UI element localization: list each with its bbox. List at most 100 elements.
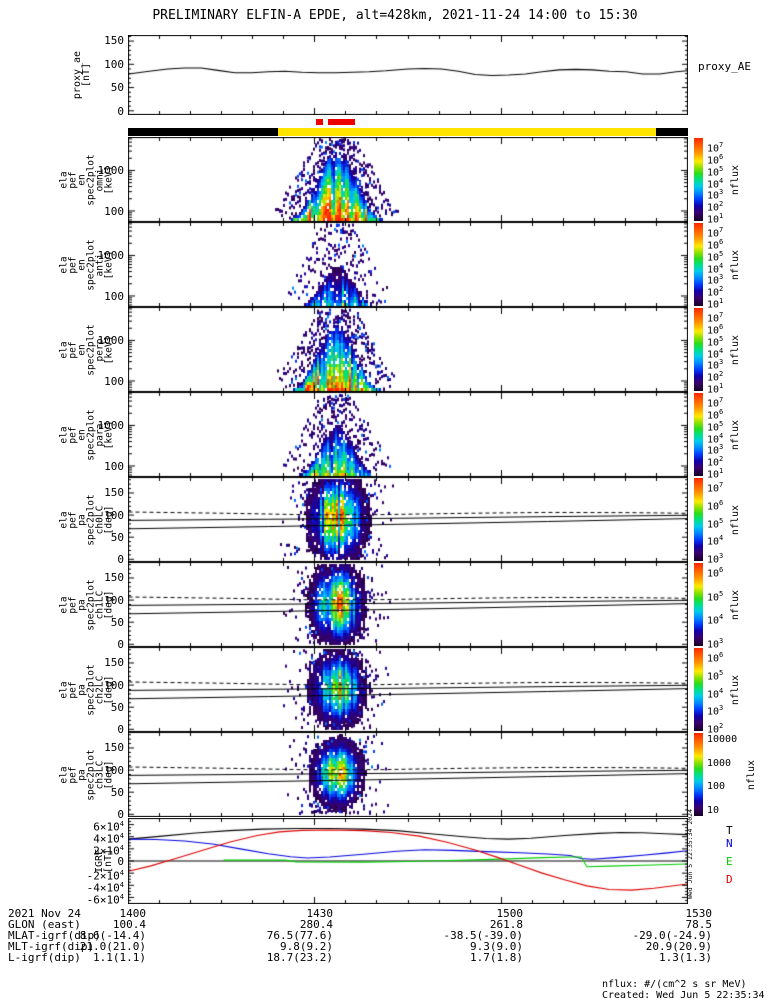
- annotation-value: 18.7(23.2): [266, 951, 333, 964]
- spectrogram-pa_ch0lc-ytick-label: 0: [117, 553, 124, 567]
- annotation-value: 280.4: [299, 918, 333, 931]
- spectrogram-pa_ch0lc-ytick-label: 150: [104, 486, 124, 500]
- annotation-row-label: GLON (east): [8, 918, 81, 931]
- annotation-value: 9.3(9.0): [470, 940, 523, 953]
- annotation-value: 1430: [306, 907, 334, 920]
- science-zone-bar-segment: [128, 128, 279, 136]
- spectrogram-pa_ch3lc-ytick-label: 150: [104, 741, 124, 755]
- spectrogram-pa_ch2lc-ytick-label: 150: [104, 656, 124, 670]
- colorbar-7-unit-label: nflux: [746, 759, 757, 790]
- colorbar-7-tick-label: 10: [707, 805, 720, 816]
- colorbar-4-unit-label: nflux: [730, 504, 741, 535]
- footer-created-timestamp: Created: Wed Jun 5 22:35:34 2024: [602, 990, 765, 1000]
- colorbar-6: [694, 648, 703, 731]
- colorbar-7-tick-label: 100: [707, 781, 726, 793]
- proxy-ae-ytick-label: 150: [104, 34, 124, 48]
- annotation-row-label: L-igrf(dip): [8, 951, 81, 964]
- spectrogram-en_para-canvas: [128, 392, 688, 477]
- colorbar-0-tick-label: 102: [707, 200, 724, 214]
- annotation-value: -29.0(-24.9): [632, 929, 712, 942]
- annotation-value: 9.8(9.2): [280, 940, 333, 953]
- spectrogram-pa_ch3lc-ytick-label: 0: [117, 808, 124, 822]
- colorbar-6-unit-label: nflux: [730, 674, 741, 705]
- igrf-component-label-D: D: [726, 873, 733, 886]
- annotation-row-label: 2021 Nov 24: [8, 907, 81, 920]
- spectrogram-en_para-ytick-label: 1000: [97, 418, 125, 432]
- spectrogram-pa_ch2lc-ytick-label: 100: [104, 678, 124, 692]
- colorbar-2-tick-label: 106: [707, 322, 724, 337]
- annotation-value: 1.1(1.1): [93, 951, 146, 964]
- spectrogram-en_perp-ytick-label: 100: [104, 374, 124, 388]
- spectrogram-pa_ch3lc-canvas: [128, 732, 688, 817]
- spectrogram-en_anti-canvas: [128, 222, 688, 307]
- colorbar-1-tick-label: 103: [707, 273, 724, 287]
- colorbar-1-tick-label: 104: [707, 261, 724, 275]
- colorbar-0-tick-label: 107: [707, 141, 724, 155]
- spectrogram-en_anti-ytick-label: 1000: [97, 248, 125, 262]
- colorbar-4-tick-label: 104: [707, 534, 724, 548]
- spectrogram-pa_ch0lc-ytick-label: 50: [110, 530, 124, 544]
- colorbar-7: [694, 733, 703, 816]
- spectrogram-pa_ch1lc-ytick-label: 150: [104, 571, 124, 585]
- colorbar-3-tick-label: 101: [707, 467, 724, 481]
- spectrogram-en_anti-ytick-label: 100: [104, 289, 124, 303]
- proxy-ae-panel-canvas: [128, 35, 688, 115]
- colorbar-3-tick-label: 103: [707, 443, 724, 457]
- spectrogram-en_omni-canvas: [128, 137, 688, 222]
- colorbar-3-tick-label: 104: [707, 431, 724, 445]
- colorbar-0-unit-label: nflux: [730, 164, 741, 195]
- colorbar-6-tick-label: 104: [707, 686, 724, 700]
- colorbar-5-tick-label: 103: [707, 637, 724, 651]
- footer-flux-units: nflux: #/(cm^2 s sr MeV): [602, 979, 747, 990]
- igrf-component-label-N: N: [726, 837, 733, 850]
- colorbar-1: [694, 223, 703, 306]
- spectrogram-pa_ch2lc-ytick-label: 0: [117, 723, 124, 737]
- spectrogram-pa_ch0lc-canvas: [128, 477, 688, 562]
- colorbar-0-tick-label: 104: [707, 176, 724, 190]
- colorbar-6-tick-label: 106: [707, 651, 724, 665]
- colorbar-4-tick-label: 106: [707, 498, 724, 513]
- colorbar-5-unit-label: nflux: [730, 589, 741, 620]
- colorbar-3-tick-label: 107: [707, 396, 724, 410]
- colorbar-5: [694, 563, 703, 646]
- colorbar-5-tick-label: 105: [707, 589, 724, 603]
- proxy-ae-ylabel: proxy_ae [nT]: [72, 50, 92, 100]
- colorbar-2-tick-label: 101: [707, 382, 724, 396]
- colorbar-3: [694, 393, 703, 476]
- colorbar-0-tick-label: 106: [707, 152, 724, 167]
- colorbar-1-tick-label: 101: [707, 297, 724, 311]
- igrf-ytick-label: 4×104: [93, 831, 124, 846]
- colorbar-0: [694, 138, 703, 221]
- proxy-ae-right-label: proxy_AE: [698, 60, 751, 73]
- spectrogram-en_omni-ytick-label: 1000: [97, 163, 125, 177]
- colorbar-1-tick-label: 102: [707, 285, 724, 299]
- colorbar-2-tick-label: 105: [707, 334, 724, 348]
- colorbar-1-tick-label: 107: [707, 226, 724, 240]
- colorbar-0-tick-label: 103: [707, 188, 724, 202]
- igrf-panel-canvas: [128, 818, 688, 904]
- igrf-component-label-E: E: [726, 855, 733, 868]
- science-zone-bar-segment: [656, 128, 688, 136]
- igrf-component-label-T: T: [726, 824, 733, 837]
- annotation-value: 1.7(1.8): [470, 951, 523, 964]
- spectrogram-pa_ch0lc-ytick-label: 100: [104, 508, 124, 522]
- colorbar-7-tick-label: 10000: [707, 734, 738, 745]
- creation-timestamp-vertical: Wed Jun 5 22:35:34 2024: [686, 809, 694, 900]
- annotation-row-label: MLT-igrf(dip): [8, 940, 95, 953]
- spectrogram-en_perp-canvas: [128, 307, 688, 392]
- annotation-value: -38.5(-39.0): [443, 929, 523, 942]
- annotation-value: 1500: [496, 907, 524, 920]
- colorbar-2-tick-label: 107: [707, 311, 724, 325]
- igrf-ytick-label: -4×104: [86, 881, 124, 895]
- annotation-row-label: MLAT-igrf(dip): [8, 929, 101, 942]
- spectrogram-pa_ch1lc-ytick-label: 50: [110, 615, 124, 629]
- colorbar-3-tick-label: 106: [707, 407, 724, 422]
- colorbar-4-tick-label: 103: [707, 552, 724, 566]
- spectrogram-pa_ch3lc-ytick-label: 100: [104, 763, 124, 777]
- igrf-ytick-label: 6×104: [93, 819, 124, 834]
- colorbar-7-tick-label: 1000: [707, 757, 732, 769]
- colorbar-2-tick-label: 102: [707, 370, 724, 384]
- plot-title: PRELIMINARY ELFIN-A EPDE, alt=428km, 202…: [152, 8, 638, 23]
